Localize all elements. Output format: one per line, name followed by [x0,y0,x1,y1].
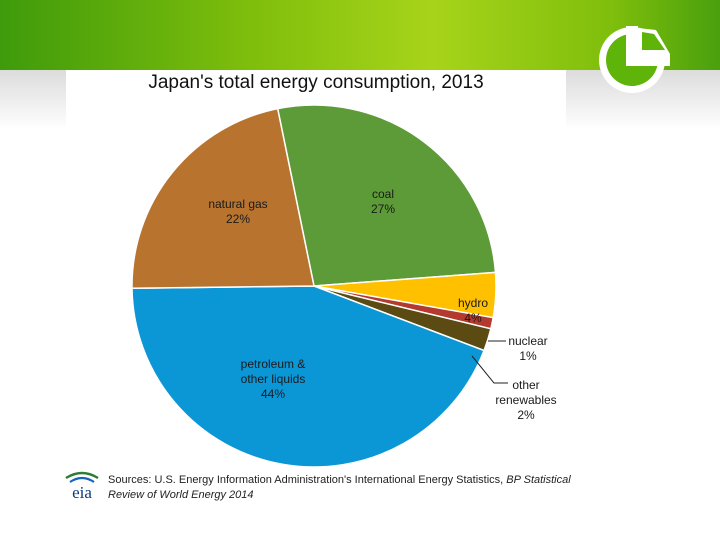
slice-label-natural-gas: natural gas 22% [208,197,267,226]
source-text: Sources: U.S. Energy Information Adminis… [108,474,507,486]
slice-label-hydro: hydro 4% [458,296,488,325]
pie-slice-petroleum-other-liquids [131,285,486,468]
slice-label-petroleum-other-liquids: petroleum & other liquids 44% [241,357,306,401]
eia-logo-icon: eia [65,471,99,502]
eia-logo-text: eia [72,483,92,502]
slice-label-other-renewables: other renewables 2% [495,378,556,422]
source-note: Sources: U.S. Energy Information Adminis… [108,473,578,503]
pie-logo-icon [599,26,670,93]
source-italic: BP Statistical Review of World Energy 20… [108,474,571,501]
leader-line-other-renewables [471,355,508,384]
pie-slice-natural-gas [131,107,315,290]
slice-label-nuclear: nuclear 1% [508,334,547,363]
slice-label-coal: coal 27% [371,187,395,216]
pie-slice-coal [276,104,497,287]
shade-left [0,70,66,130]
chart-title: Japan's total energy consumption, 2013 [148,72,484,93]
